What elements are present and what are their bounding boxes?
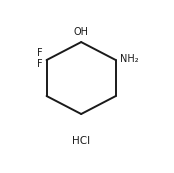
Text: OH: OH [74, 27, 89, 37]
Text: HCl: HCl [72, 136, 90, 146]
Text: F: F [37, 59, 43, 69]
Text: NH₂: NH₂ [120, 54, 139, 64]
Text: F: F [37, 48, 43, 58]
